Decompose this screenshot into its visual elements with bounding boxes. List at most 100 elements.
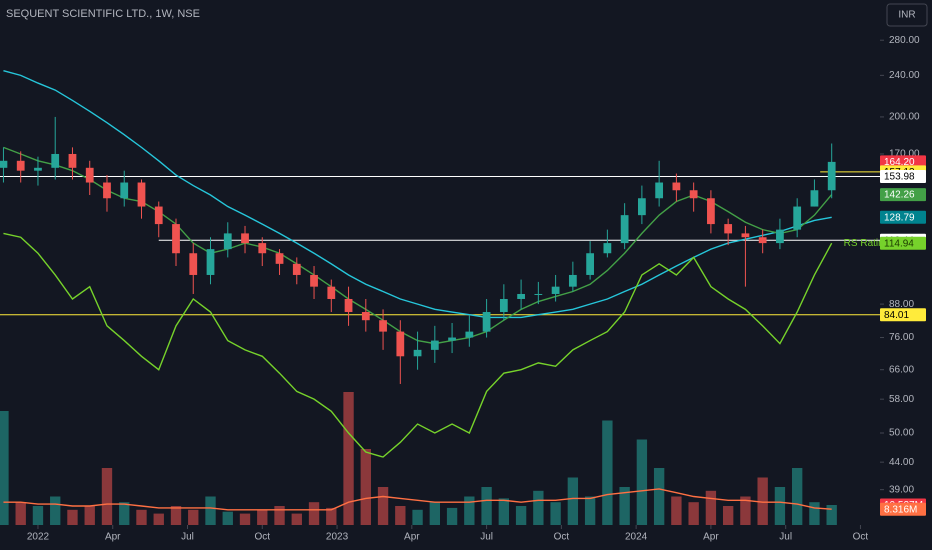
candle-body (638, 198, 646, 216)
indicator-line (3, 232, 833, 458)
candle-body (482, 312, 491, 332)
y-tick-label: 200.00 (889, 112, 920, 123)
candle-body (568, 274, 577, 287)
price-label: 153.98 (884, 172, 915, 183)
volume-bar (170, 506, 182, 525)
volume-bar (257, 509, 268, 525)
y-tick-label: 39.00 (889, 484, 914, 495)
volume-bar (515, 506, 527, 525)
volume-bar (688, 502, 699, 525)
x-tick-label: 2022 (27, 532, 50, 543)
volume-bar (308, 502, 320, 525)
currency-box[interactable] (886, 3, 928, 27)
price-label-box (880, 502, 926, 516)
volume-bar (429, 502, 440, 525)
currency[interactable]: INR (898, 10, 915, 21)
candle-body (344, 298, 353, 313)
volume-bar (274, 506, 285, 525)
volume-bar (757, 477, 768, 525)
price-label-box (880, 308, 926, 322)
volume-bar (412, 509, 423, 525)
candle-body (189, 253, 198, 275)
x-tick-label: Apr (404, 532, 420, 543)
candle-body (223, 233, 232, 250)
candle-body (137, 182, 146, 207)
y-tick-label: 280.00 (889, 35, 920, 46)
candle-body (741, 233, 750, 238)
volume-bar (119, 502, 130, 525)
candle-body (534, 293, 543, 295)
candle-body (448, 337, 456, 341)
volume-bar (188, 509, 199, 525)
y-tick-label: 58.00 (889, 394, 914, 405)
candle-body (413, 349, 422, 357)
volume-bar (360, 449, 371, 525)
y-tick-label: 44.00 (889, 457, 914, 468)
candle-body (793, 206, 802, 230)
x-tick-label: Oct (254, 532, 270, 543)
candle-body (499, 298, 508, 313)
candle-body (776, 229, 784, 244)
volume-bar (550, 502, 561, 525)
volume-bar (326, 507, 337, 525)
candle-body (707, 198, 715, 225)
volume-bar (567, 477, 579, 525)
candle-body (379, 320, 387, 332)
candle-body (85, 167, 94, 183)
x-tick-label: 2024 (625, 532, 648, 543)
price-label-box (880, 210, 926, 224)
candle-body (827, 161, 836, 191)
candle-body (327, 286, 336, 299)
volume-bar (377, 487, 389, 525)
price-label: 142.26 (884, 190, 915, 201)
chart-title: SEQUENT SCIENTIFIC LTD., 1W, NSE (6, 8, 200, 20)
volume-bar (15, 502, 26, 525)
volume-bar (84, 506, 95, 525)
price-label: 8.316M (884, 504, 917, 515)
price-label-box (880, 188, 926, 202)
volume-bar (395, 506, 406, 525)
candle-body (361, 312, 370, 321)
price-label: 114.94 (884, 238, 914, 249)
volume-bar (481, 487, 492, 525)
volume-bar (774, 487, 786, 525)
price-label-box (880, 236, 926, 250)
candle-body (206, 249, 215, 275)
volume-bar (32, 506, 44, 525)
volume-bar (50, 496, 61, 525)
candle-body (672, 182, 681, 191)
candle-body (241, 233, 249, 244)
volume-bar (740, 496, 751, 525)
price-label: 128.79 (884, 212, 915, 223)
volume-bar (343, 392, 354, 525)
annotation: RS Rating (844, 238, 890, 249)
candle-body (16, 160, 25, 171)
volume-bar (498, 498, 510, 525)
y-tick-label: 88.00 (889, 299, 914, 310)
volume-bar (602, 420, 613, 525)
y-tick-label: 240.00 (889, 70, 920, 81)
candle-body (551, 286, 560, 294)
candle-body (172, 224, 180, 254)
volume-bar (792, 468, 803, 525)
candle-body (517, 293, 525, 299)
candle-body (275, 253, 284, 264)
volume-bar (705, 490, 717, 525)
x-tick-label: 2023 (326, 532, 349, 543)
candle-body (603, 243, 612, 254)
volume-bar (464, 496, 475, 525)
y-tick-label: 76.00 (889, 332, 914, 343)
y-tick-label: 50.00 (889, 428, 914, 439)
candle-body (154, 206, 163, 225)
volume-bar (826, 504, 837, 525)
candle-body (120, 182, 129, 199)
volume-bar (291, 513, 302, 525)
volume-bar (446, 507, 458, 525)
volume-bar (533, 490, 544, 525)
volume-bar (636, 439, 648, 525)
price-label-box (880, 170, 926, 184)
candle-body (292, 263, 301, 275)
candle-body (51, 153, 60, 168)
candle-body (34, 167, 42, 171)
